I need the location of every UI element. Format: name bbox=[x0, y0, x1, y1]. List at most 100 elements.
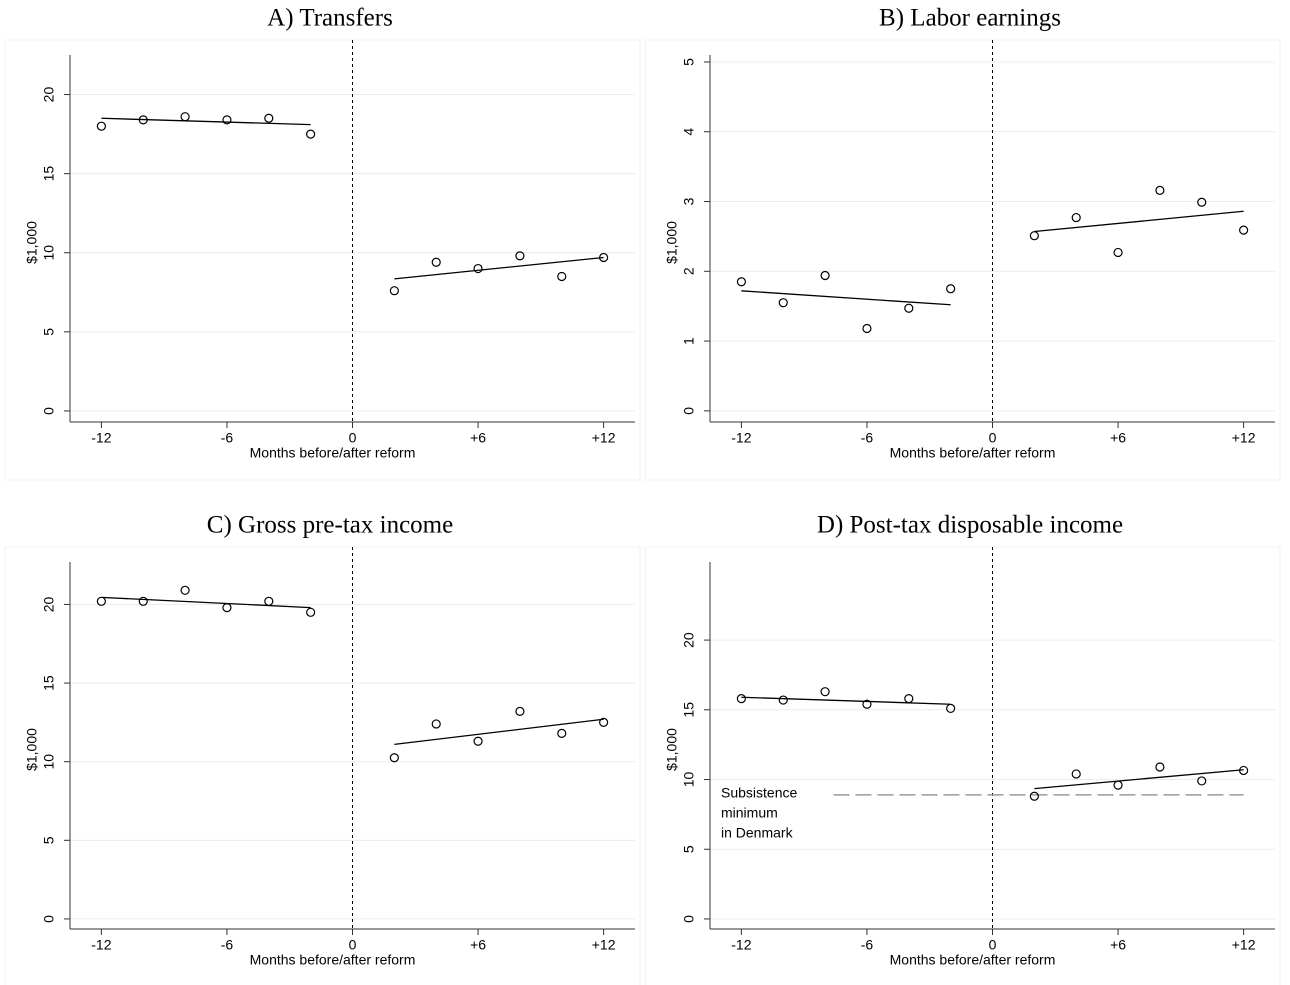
y-axis-label: $1,000 bbox=[24, 728, 40, 771]
x-tick-label: +6 bbox=[1110, 937, 1126, 953]
data-point bbox=[736, 277, 746, 287]
x-tick-label: 0 bbox=[349, 430, 357, 446]
data-point bbox=[180, 585, 190, 595]
data-point bbox=[1071, 212, 1081, 223]
x-tick-label: +6 bbox=[470, 430, 486, 446]
data-point bbox=[778, 695, 788, 705]
data-point bbox=[1113, 247, 1123, 258]
data-point bbox=[473, 263, 483, 274]
data-point bbox=[820, 270, 830, 281]
y-tick-label: 0 bbox=[41, 915, 57, 923]
data-point bbox=[431, 257, 441, 267]
data-point bbox=[515, 706, 525, 716]
fit-line bbox=[101, 117, 311, 126]
y-tick-label: 4 bbox=[681, 128, 697, 136]
y-tick-label: 5 bbox=[681, 58, 697, 66]
data-point bbox=[1029, 791, 1039, 801]
y-tick-label: 5 bbox=[681, 845, 697, 853]
x-axis-label: Months before/after reform bbox=[890, 952, 1056, 968]
fit-line bbox=[741, 696, 951, 705]
x-axis-label: Months before/after reform bbox=[250, 952, 416, 968]
y-tick-label: 3 bbox=[681, 197, 697, 205]
y-tick-label: 0 bbox=[681, 407, 697, 415]
reference-label: Subsistence bbox=[721, 785, 797, 801]
data-point bbox=[1239, 225, 1249, 235]
plot-background bbox=[4, 39, 641, 481]
fit-line bbox=[1034, 210, 1244, 233]
data-point bbox=[1197, 197, 1207, 207]
y-tick-label: 5 bbox=[41, 836, 57, 844]
y-axis-label: $1,000 bbox=[664, 728, 680, 771]
data-point bbox=[778, 298, 788, 308]
y-tick-label: 1 bbox=[681, 337, 697, 345]
data-point bbox=[946, 284, 956, 294]
y-tick-label: 5 bbox=[41, 328, 57, 336]
data-point bbox=[599, 717, 609, 727]
y-tick-label: 15 bbox=[41, 166, 57, 182]
x-tick-label: -12 bbox=[91, 937, 111, 953]
data-point bbox=[1239, 765, 1249, 776]
fit-line bbox=[394, 256, 604, 280]
data-point bbox=[264, 113, 274, 123]
fit-line bbox=[394, 718, 604, 746]
x-axis-label: Months before/after reform bbox=[250, 445, 416, 461]
data-point bbox=[862, 323, 872, 334]
data-point bbox=[431, 719, 441, 729]
data-point bbox=[1029, 231, 1039, 241]
data-point bbox=[862, 699, 872, 709]
y-tick-label: 15 bbox=[41, 675, 57, 691]
x-tick-label: -6 bbox=[221, 937, 234, 953]
fit-line bbox=[1034, 769, 1244, 790]
y-axis-label: $1,000 bbox=[664, 221, 680, 264]
y-tick-label: 10 bbox=[41, 245, 57, 261]
x-tick-label: +12 bbox=[592, 430, 616, 446]
x-tick-label: -6 bbox=[861, 937, 874, 953]
panel-title: D) Post-tax disposable income bbox=[817, 512, 1123, 539]
plot-background bbox=[644, 39, 1281, 481]
plot-background bbox=[644, 546, 1281, 985]
panel-title: A) Transfers bbox=[267, 5, 393, 32]
y-tick-label: 0 bbox=[41, 407, 57, 415]
data-point bbox=[946, 703, 956, 714]
x-axis-label: Months before/after reform bbox=[890, 445, 1056, 461]
data-point bbox=[138, 115, 148, 125]
fit-line bbox=[101, 596, 311, 609]
data-point bbox=[1197, 776, 1207, 786]
x-tick-label: +12 bbox=[1232, 430, 1256, 446]
data-point bbox=[222, 602, 232, 613]
data-point bbox=[389, 286, 399, 296]
data-point bbox=[389, 753, 399, 763]
data-point bbox=[138, 596, 148, 606]
data-point bbox=[96, 596, 106, 606]
data-point bbox=[515, 251, 525, 261]
data-point bbox=[96, 121, 106, 131]
y-tick-label: 20 bbox=[41, 596, 57, 612]
y-tick-label: 10 bbox=[681, 772, 697, 788]
y-tick-label: 0 bbox=[681, 915, 697, 923]
y-tick-label: 20 bbox=[681, 632, 697, 648]
data-point bbox=[557, 728, 567, 738]
x-tick-label: 0 bbox=[989, 937, 997, 953]
x-tick-label: 0 bbox=[349, 937, 357, 953]
x-tick-label: 0 bbox=[989, 430, 997, 446]
data-point bbox=[1113, 780, 1123, 790]
data-point bbox=[904, 303, 914, 313]
y-tick-label: 10 bbox=[41, 754, 57, 770]
data-point bbox=[180, 112, 190, 122]
panel-title: C) Gross pre-tax income bbox=[207, 512, 453, 539]
data-point bbox=[1071, 769, 1081, 779]
x-tick-label: -6 bbox=[221, 430, 234, 446]
x-tick-label: -12 bbox=[731, 937, 751, 953]
data-point bbox=[904, 694, 914, 704]
x-tick-label: +6 bbox=[1110, 430, 1126, 446]
x-tick-label: -6 bbox=[861, 430, 874, 446]
data-point bbox=[306, 607, 316, 617]
y-axis-label: $1,000 bbox=[24, 221, 40, 264]
x-tick-label: +6 bbox=[470, 937, 486, 953]
y-tick-label: 20 bbox=[41, 87, 57, 103]
data-point bbox=[306, 129, 316, 139]
y-tick-label: 15 bbox=[681, 702, 697, 718]
x-tick-label: +12 bbox=[1232, 937, 1256, 953]
